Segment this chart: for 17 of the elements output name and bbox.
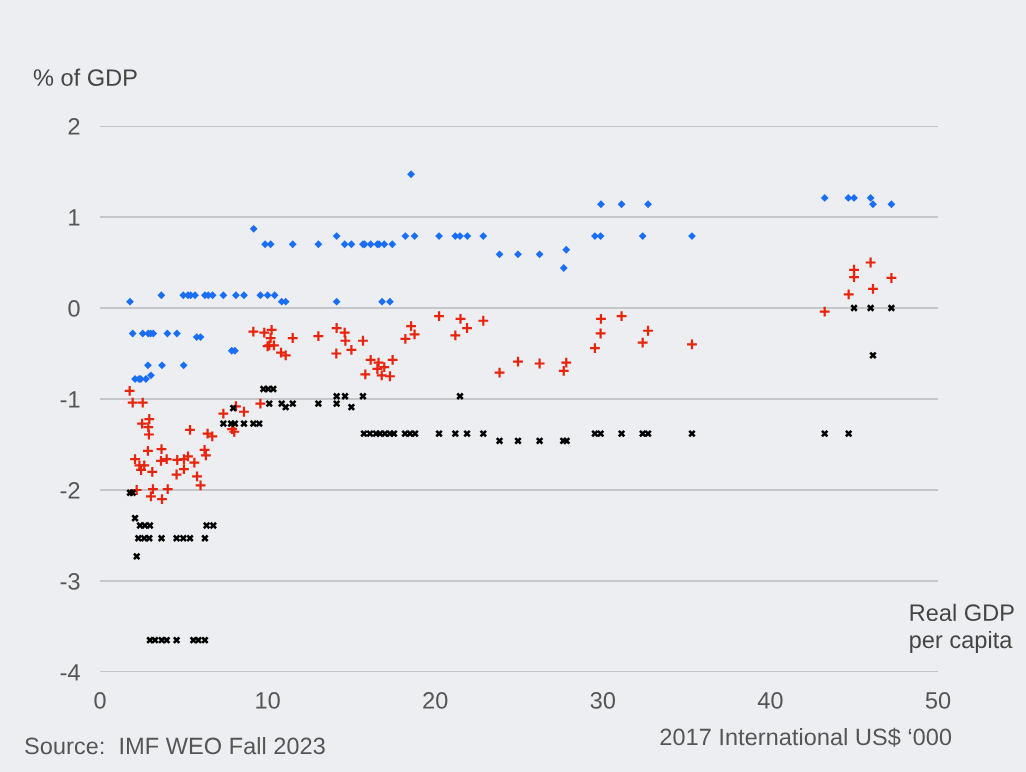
- y-tick-label: 2: [68, 118, 80, 135]
- y-tick-label: 0: [68, 300, 80, 317]
- y-tick-label: -2: [60, 482, 80, 499]
- y-tick-label: -1: [60, 391, 80, 408]
- x-tick-label: 10: [256, 692, 280, 709]
- x-tick-label: 50: [925, 692, 951, 709]
- y-tick-label: -3: [60, 573, 80, 590]
- x-axis-title: Real GDP per capita: [910, 603, 1014, 653]
- y-axis-title: % of GDP: [33, 68, 137, 86]
- y-tick-label: -4: [60, 664, 80, 681]
- x-tick-label: 30: [590, 692, 616, 709]
- y-tick-label: 1: [69, 209, 80, 226]
- text: 2017 International US$ ‘000: [660, 727, 952, 747]
- source-note: Source: IMF WEO Fall 2023: [25, 736, 325, 755]
- x-tick-label: 0: [94, 692, 106, 709]
- x-tick-label: 40: [757, 692, 783, 709]
- x-tick-label: 20: [423, 692, 448, 709]
